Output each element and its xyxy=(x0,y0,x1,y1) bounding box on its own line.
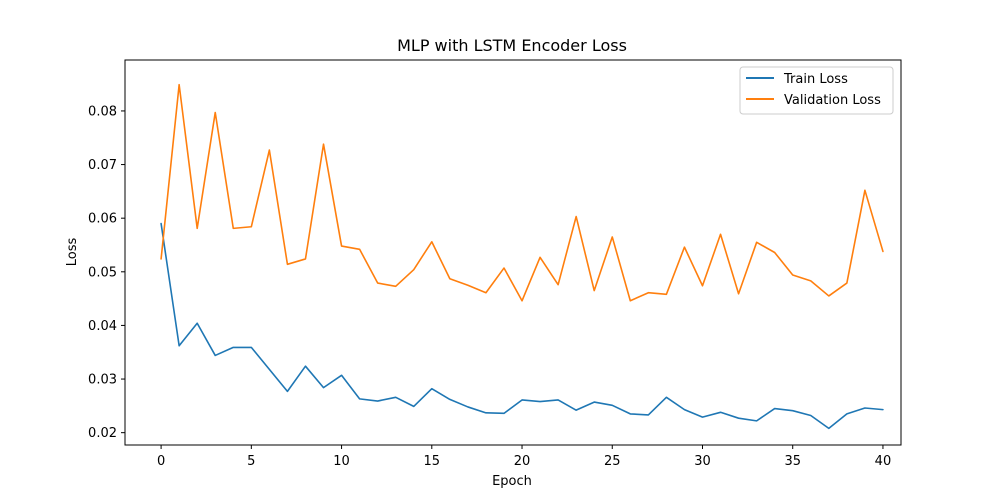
series-line-train-loss xyxy=(160,222,884,430)
axes-frame xyxy=(124,59,902,446)
x-axis: 0 5 10 15 20 25 30 35 40 xyxy=(157,445,891,469)
series-line-validation-loss xyxy=(160,83,884,302)
x-tick-label: 5 xyxy=(247,454,255,469)
x-axis-label: Epoch xyxy=(492,474,532,489)
legend-label-train: Train Loss xyxy=(783,72,848,87)
x-tick-label: 0 xyxy=(157,454,165,469)
x-tick-label: 20 xyxy=(514,454,531,469)
y-tick-label: 0.08 xyxy=(88,104,117,119)
legend-label-validation: Validation Loss xyxy=(784,93,881,108)
y-axis: 0.02 0.03 0.04 0.05 0.06 0.07 0.08 xyxy=(88,104,125,441)
chart-title: MLP with LSTM Encoder Loss xyxy=(397,36,627,55)
y-tick-label: 0.02 xyxy=(88,426,117,441)
y-tick-label: 0.05 xyxy=(88,265,117,280)
legend: Train Loss Validation Loss xyxy=(739,66,894,115)
y-axis-label: Loss xyxy=(65,238,80,267)
y-tick-label: 0.07 xyxy=(88,158,117,173)
x-tick-label: 35 xyxy=(784,454,801,469)
legend-box xyxy=(739,66,894,115)
plot-area xyxy=(160,83,884,430)
x-tick-label: 30 xyxy=(694,454,711,469)
y-tick-label: 0.06 xyxy=(88,212,117,227)
y-tick-label: 0.03 xyxy=(88,373,117,388)
x-tick-label: 25 xyxy=(604,454,621,469)
x-tick-label: 15 xyxy=(424,454,441,469)
y-tick-label: 0.04 xyxy=(88,319,117,334)
x-tick-label: 40 xyxy=(875,454,892,469)
x-tick-label: 10 xyxy=(333,454,350,469)
